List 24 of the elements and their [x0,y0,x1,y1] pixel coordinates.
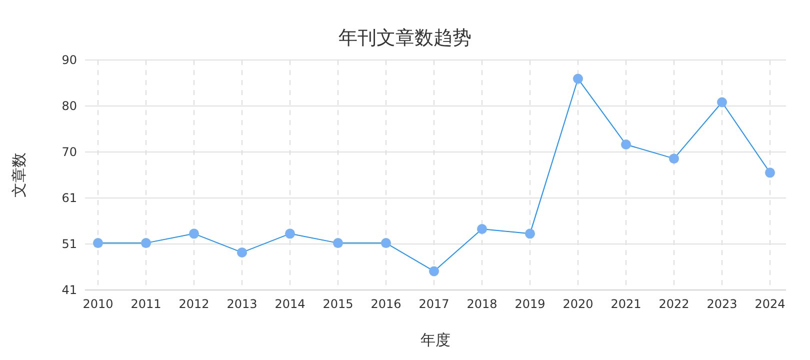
xtick: 2010 [82,297,114,311]
xtick: 2021 [610,297,642,311]
title: 年刊文章数趋势 [338,27,472,49]
xtick: 2014 [274,297,306,311]
xtick: 2012 [178,297,210,311]
xlabel: 年度 [420,331,450,349]
ytick: 70 [62,145,77,159]
xtick: 2023 [706,297,738,311]
xtick: 2019 [514,297,546,311]
xtick: 2011 [130,297,162,311]
ytick: 51 [62,237,77,251]
ytick: 90 [62,53,77,67]
xtick: 2016 [370,297,402,311]
ytick: 41 [62,283,77,297]
ylabel: 文章数 [10,152,28,198]
xtick: 2020 [562,297,594,311]
xtick: 2024 [754,297,786,311]
xtick: 2015 [322,297,354,311]
ytick: 61 [62,191,77,205]
ytick: 80 [62,99,77,113]
xtick: 2018 [466,297,498,311]
xtick: 2017 [418,297,450,311]
xtick: 2022 [658,297,690,311]
xtick: 2013 [226,297,258,311]
